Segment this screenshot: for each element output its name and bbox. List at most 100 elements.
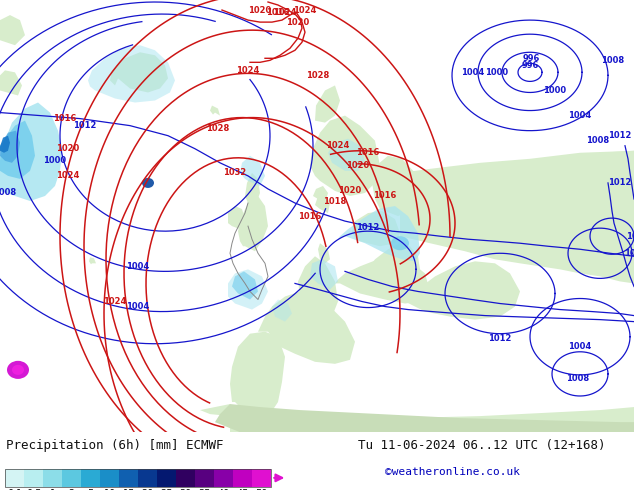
Polygon shape [230, 332, 285, 417]
Polygon shape [0, 131, 20, 163]
Text: 1008: 1008 [602, 56, 624, 65]
Polygon shape [338, 206, 420, 261]
Text: 0.1: 0.1 [7, 489, 22, 490]
Polygon shape [89, 257, 96, 264]
Polygon shape [238, 196, 268, 251]
Text: 1004: 1004 [126, 302, 150, 311]
Text: 1020: 1020 [56, 144, 80, 153]
Text: 1024: 1024 [273, 7, 297, 17]
Polygon shape [240, 156, 265, 186]
Bar [157, 469, 176, 487]
Text: 45: 45 [236, 489, 249, 490]
Text: 10: 10 [103, 489, 116, 490]
Text: 1000: 1000 [543, 86, 567, 95]
Bar [100, 469, 119, 487]
Polygon shape [200, 404, 634, 432]
Text: 20: 20 [141, 489, 154, 490]
Bar [214, 469, 233, 487]
Polygon shape [400, 151, 634, 236]
Polygon shape [110, 52, 168, 93]
Text: 1024: 1024 [56, 172, 80, 180]
Bar [62, 469, 81, 487]
Polygon shape [210, 105, 220, 116]
Text: 1012: 1012 [356, 222, 380, 232]
Polygon shape [228, 270, 268, 310]
Ellipse shape [142, 178, 154, 188]
Text: 15: 15 [122, 489, 135, 490]
Text: 1012: 1012 [608, 131, 631, 140]
Text: 1008: 1008 [566, 374, 590, 383]
Text: 1004: 1004 [568, 111, 592, 120]
Bar [119, 469, 138, 487]
Polygon shape [362, 243, 420, 294]
Text: 1: 1 [49, 489, 56, 490]
Text: 1028: 1028 [207, 124, 230, 133]
Polygon shape [0, 136, 10, 153]
Text: 996: 996 [521, 61, 539, 70]
Text: 1016: 1016 [356, 148, 380, 157]
Text: 1000: 1000 [486, 68, 508, 77]
Bar [176, 469, 195, 487]
Bar [81, 469, 100, 487]
Text: 1004: 1004 [126, 262, 150, 271]
Polygon shape [0, 102, 62, 201]
Text: 1016: 1016 [373, 192, 397, 200]
Polygon shape [313, 186, 328, 203]
Text: 1012: 1012 [608, 178, 631, 187]
Polygon shape [372, 156, 418, 216]
Polygon shape [228, 206, 245, 229]
Polygon shape [405, 261, 520, 319]
Text: 1024: 1024 [236, 66, 260, 75]
Polygon shape [0, 71, 22, 96]
Text: 5: 5 [87, 489, 94, 490]
Text: 1016: 1016 [624, 249, 634, 258]
Polygon shape [400, 151, 634, 283]
Text: 1016: 1016 [299, 212, 321, 220]
Text: 25: 25 [160, 489, 173, 490]
Bar [43, 469, 62, 487]
Polygon shape [315, 193, 330, 213]
Text: 1020: 1020 [339, 187, 361, 196]
Polygon shape [0, 15, 25, 45]
Polygon shape [258, 292, 355, 364]
Polygon shape [245, 173, 260, 206]
Polygon shape [0, 121, 35, 179]
Polygon shape [310, 259, 338, 290]
Text: 1008: 1008 [586, 136, 609, 145]
Text: 1024: 1024 [103, 297, 127, 306]
Text: 1016: 1016 [266, 7, 290, 17]
Text: 1020: 1020 [249, 5, 271, 15]
Text: 1018: 1018 [626, 232, 634, 241]
Polygon shape [315, 85, 340, 122]
Polygon shape [232, 271, 258, 299]
Ellipse shape [7, 361, 29, 379]
Text: Tu 11-06-2024 06..12 UTC (12+168): Tu 11-06-2024 06..12 UTC (12+168) [358, 439, 605, 452]
Text: 1032: 1032 [223, 169, 247, 177]
Text: 1028: 1028 [306, 71, 330, 80]
Bar [233, 469, 252, 487]
Text: 2: 2 [68, 489, 75, 490]
Bar [195, 469, 214, 487]
Text: 35: 35 [198, 489, 211, 490]
Polygon shape [318, 243, 330, 263]
Polygon shape [88, 45, 175, 102]
Polygon shape [215, 404, 634, 432]
Bar [5, 469, 24, 487]
Text: 50: 50 [256, 489, 268, 490]
Polygon shape [272, 299, 292, 321]
Text: 1008: 1008 [0, 189, 16, 197]
Text: 1024: 1024 [294, 5, 317, 15]
Text: 1012: 1012 [488, 334, 512, 343]
Ellipse shape [12, 365, 24, 375]
Text: Precipitation (6h) [mm] ECMWF: Precipitation (6h) [mm] ECMWF [6, 439, 224, 452]
Bar [5, 469, 271, 487]
Bar [138, 469, 157, 487]
Polygon shape [298, 256, 338, 323]
Polygon shape [328, 139, 365, 171]
Text: 1000: 1000 [44, 156, 67, 165]
Polygon shape [352, 211, 400, 246]
Text: 40: 40 [217, 489, 230, 490]
Ellipse shape [391, 236, 409, 250]
Text: 1004: 1004 [462, 68, 484, 77]
Text: 996: 996 [522, 54, 540, 63]
